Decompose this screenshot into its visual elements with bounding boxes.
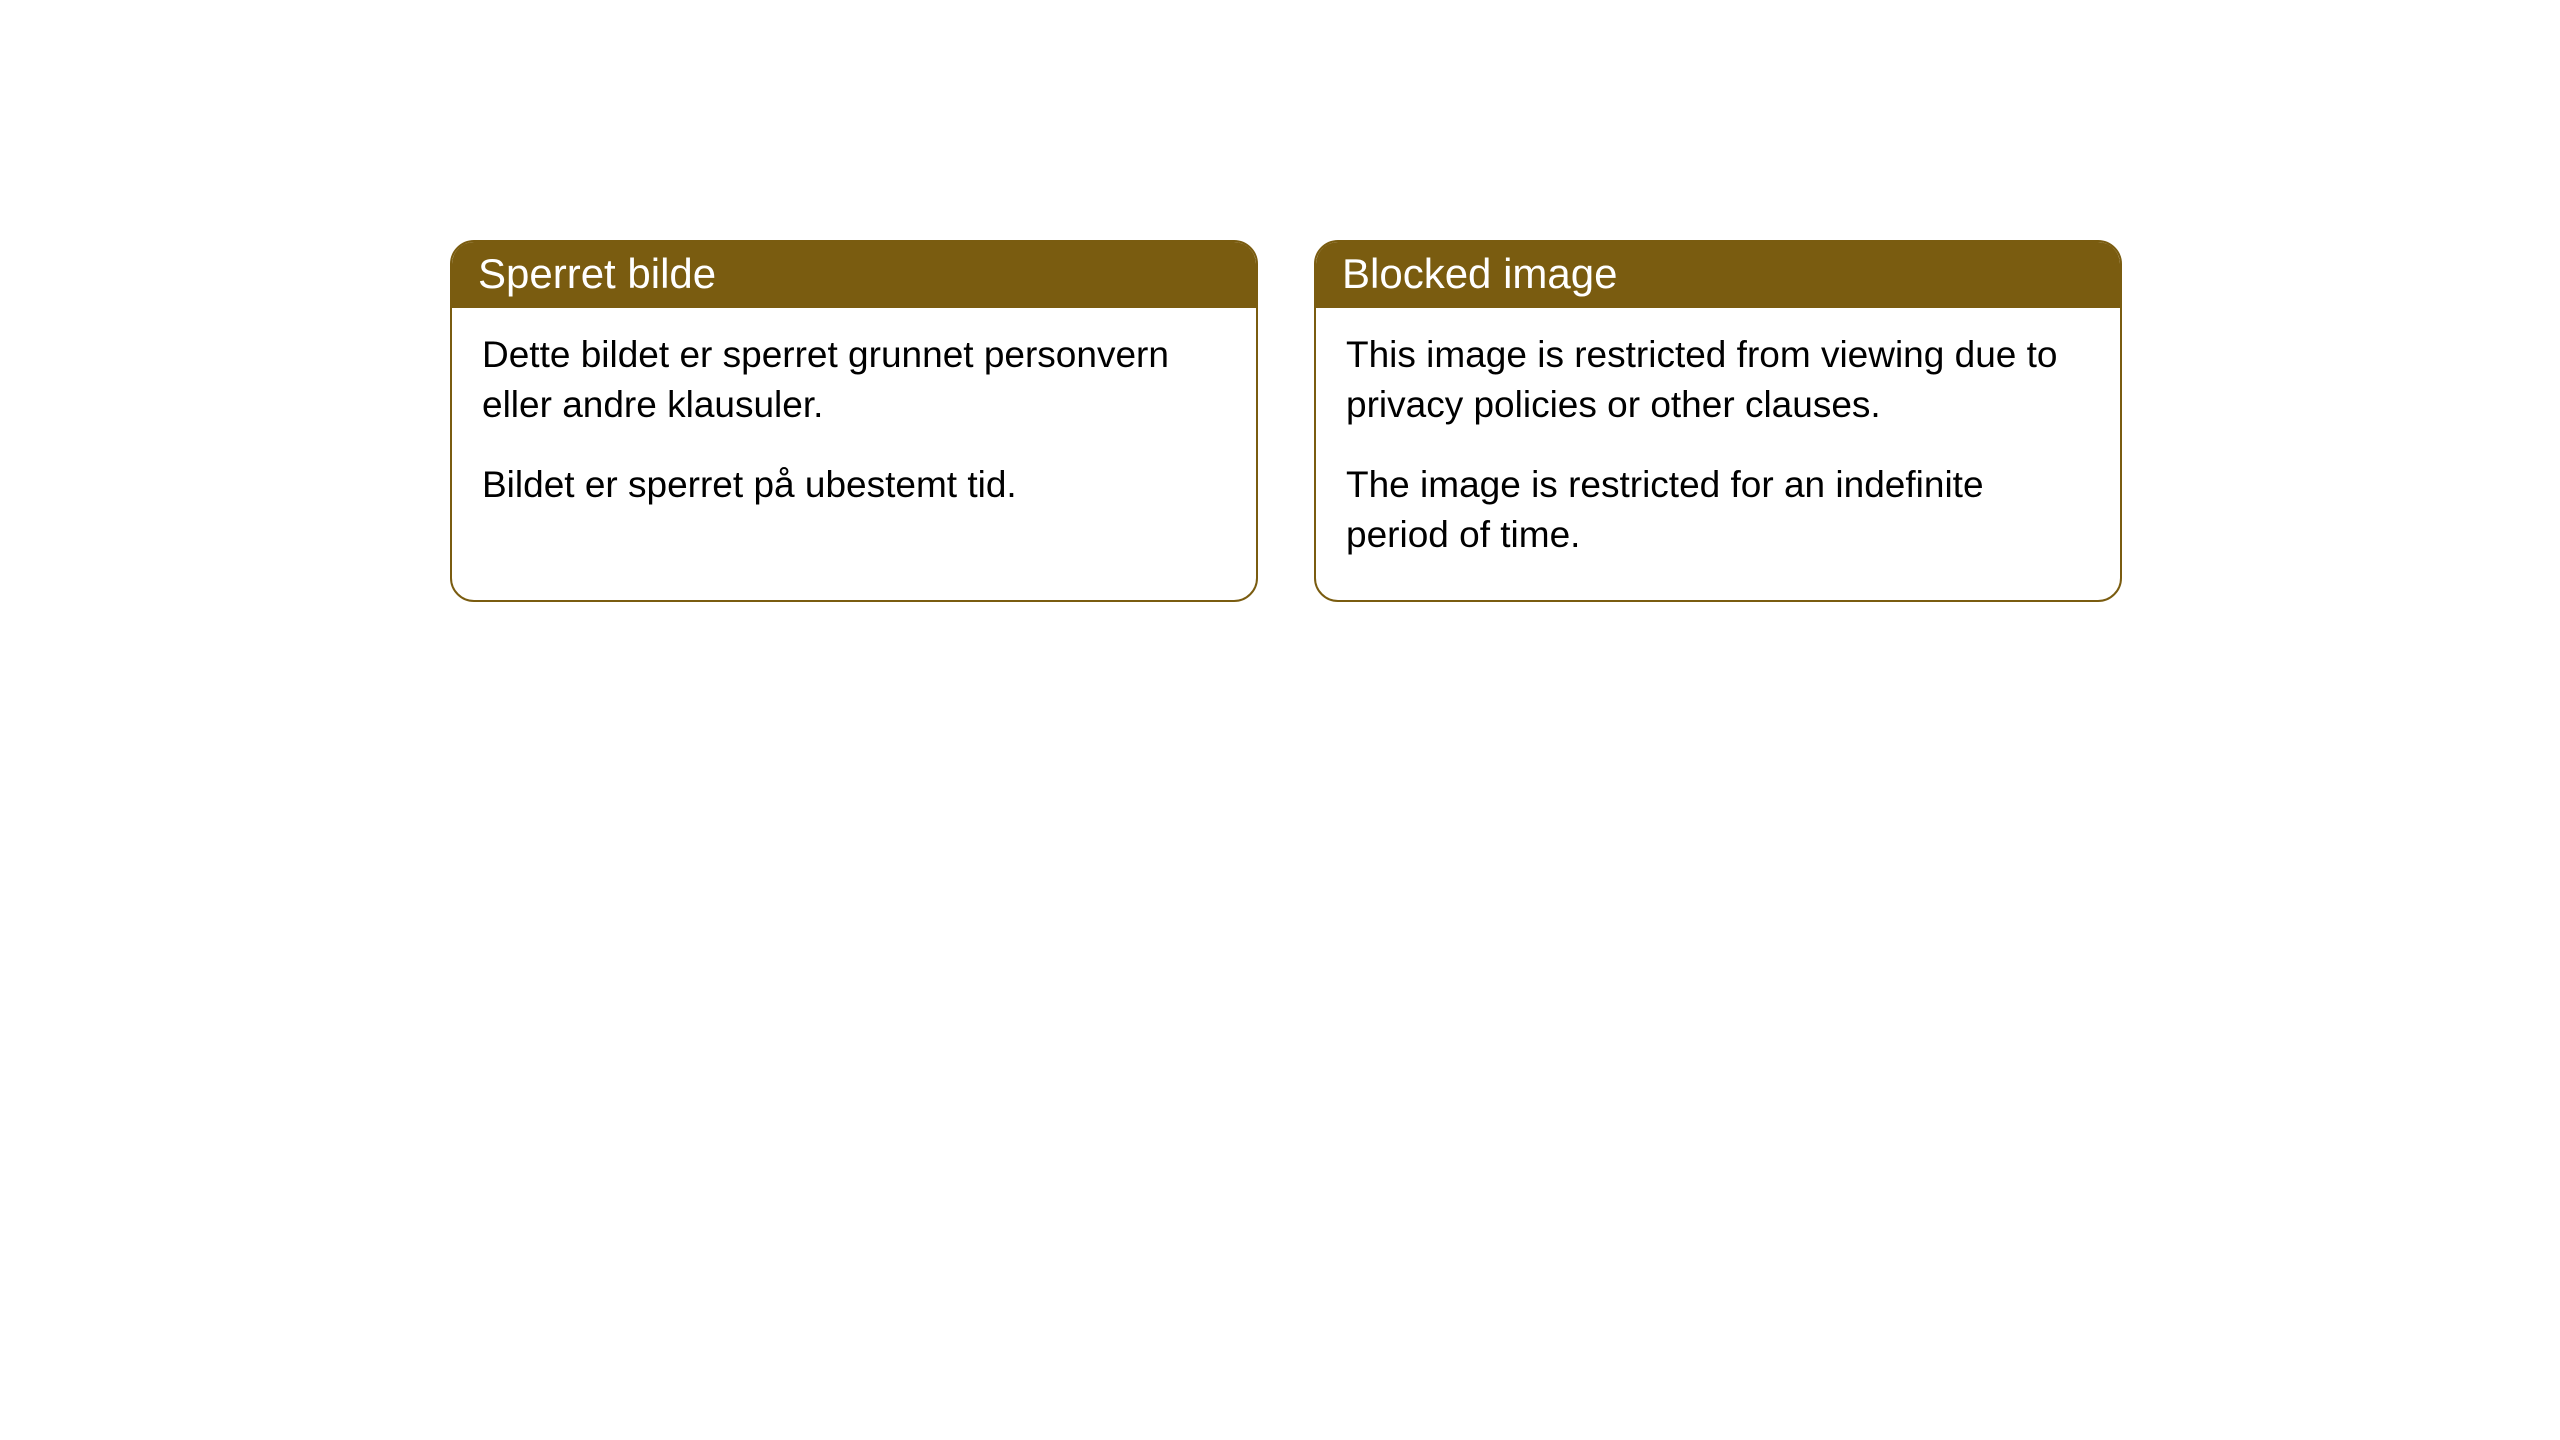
card-title: Sperret bilde — [478, 250, 716, 297]
card-paragraph: Dette bildet er sperret grunnet personve… — [482, 330, 1226, 430]
card-paragraph: This image is restricted from viewing du… — [1346, 330, 2090, 430]
card-body: This image is restricted from viewing du… — [1316, 308, 2120, 600]
card-paragraph: The image is restricted for an indefinit… — [1346, 460, 2090, 560]
card-header: Blocked image — [1316, 242, 2120, 308]
blocked-image-card-norwegian: Sperret bilde Dette bildet er sperret gr… — [450, 240, 1258, 602]
card-header: Sperret bilde — [452, 242, 1256, 308]
notice-cards-container: Sperret bilde Dette bildet er sperret gr… — [450, 240, 2122, 602]
card-title: Blocked image — [1342, 250, 1617, 297]
blocked-image-card-english: Blocked image This image is restricted f… — [1314, 240, 2122, 602]
card-body: Dette bildet er sperret grunnet personve… — [452, 308, 1256, 550]
card-paragraph: Bildet er sperret på ubestemt tid. — [482, 460, 1226, 510]
